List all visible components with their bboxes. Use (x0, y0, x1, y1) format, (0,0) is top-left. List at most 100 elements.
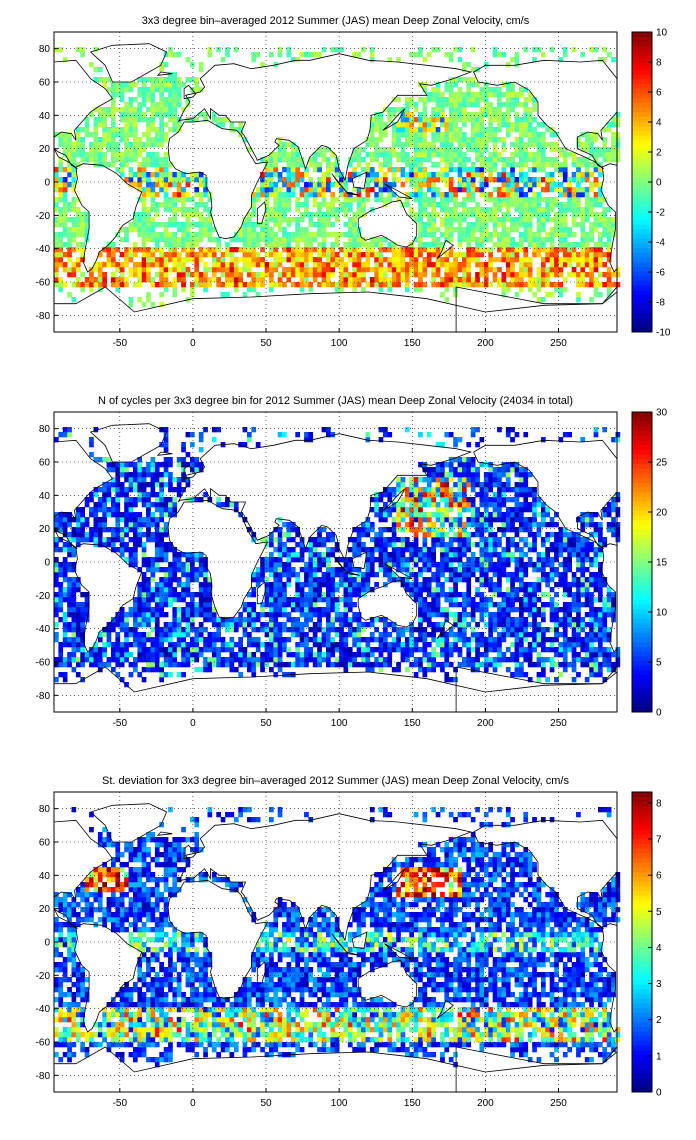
heatmap-cell (163, 232, 169, 238)
heatmap-cell (483, 272, 489, 278)
heatmap-cell (176, 592, 182, 598)
heatmap-cell (317, 642, 322, 648)
heatmap-cell (326, 592, 331, 598)
heatmap-cell (133, 267, 138, 273)
heatmap-cell (422, 637, 428, 643)
heatmap-cell (255, 252, 261, 258)
heatmap-cell (71, 612, 77, 618)
heatmap-cell (282, 247, 287, 253)
heatmap-cell (137, 657, 143, 663)
heatmap-cell (159, 82, 164, 88)
colorbar-swatch (632, 308, 652, 314)
heatmap-cell (505, 62, 511, 68)
heatmap-cell (580, 217, 586, 223)
heatmap-cell (589, 162, 594, 168)
heatmap-cell (400, 657, 406, 663)
heatmap-cell (580, 662, 586, 668)
heatmap-cell (111, 627, 116, 633)
heatmap-cell (137, 172, 143, 178)
heatmap-cell (111, 122, 116, 128)
heatmap-cell (137, 652, 143, 658)
heatmap-cell (334, 217, 340, 223)
heatmap-cell (418, 177, 423, 183)
heatmap-cell (93, 132, 99, 138)
heatmap-cell (352, 272, 357, 278)
heatmap-cell (172, 212, 178, 218)
heatmap-cell (488, 112, 493, 118)
heatmap-cell (317, 612, 322, 618)
heatmap-cell (216, 662, 221, 668)
heatmap-cell (106, 247, 112, 253)
heatmap-cell (58, 652, 64, 658)
heatmap-cell (505, 127, 511, 133)
heatmap-cell (431, 282, 436, 288)
heatmap-cell (326, 207, 331, 213)
heatmap-cell (207, 217, 213, 223)
heatmap-cell (365, 652, 371, 658)
heatmap-cell (356, 617, 362, 623)
heatmap-cell (312, 182, 318, 188)
heatmap-cell (67, 182, 72, 188)
heatmap-cell (519, 202, 524, 208)
heatmap-cell (466, 237, 472, 243)
heatmap-cell (519, 602, 524, 608)
heatmap-cell (154, 587, 160, 593)
heatmap-cell (176, 92, 182, 98)
heatmap-cell (159, 267, 164, 273)
heatmap-cell (93, 282, 99, 288)
heatmap-cell (466, 612, 472, 618)
heatmap-cell (532, 162, 537, 168)
heatmap-cell (347, 607, 353, 613)
heatmap-cell (347, 232, 353, 238)
heatmap-cell (67, 612, 72, 618)
heatmap-cell (277, 607, 283, 613)
heatmap-cell (514, 587, 520, 593)
heatmap-cell (264, 267, 270, 273)
heatmap-cell (584, 237, 590, 243)
heatmap-cell (554, 227, 559, 233)
colorbar-swatch (632, 275, 652, 281)
heatmap-cell (251, 587, 257, 593)
heatmap-cell (67, 257, 72, 263)
heatmap-cell (479, 227, 485, 233)
colorbar-swatch (632, 158, 652, 164)
heatmap-cell (549, 607, 555, 613)
heatmap-cell (440, 142, 445, 148)
heatmap-cell (479, 92, 485, 98)
heatmap-cell (168, 162, 173, 168)
heatmap-cell (290, 262, 296, 268)
heatmap-cell (598, 232, 603, 238)
heatmap-cell (71, 282, 77, 288)
heatmap-cell (536, 202, 542, 208)
heatmap-cell (339, 262, 344, 268)
heatmap-cell (466, 257, 472, 263)
heatmap-cell (146, 657, 151, 663)
heatmap-cell (562, 192, 568, 198)
heatmap-cell (150, 257, 156, 263)
heatmap-cell (519, 287, 524, 293)
heatmap-cell (203, 667, 208, 673)
heatmap-cell (58, 222, 64, 228)
heatmap-cell (317, 167, 322, 173)
heatmap-cell (576, 617, 581, 623)
heatmap-cell (304, 657, 309, 663)
heatmap-cell (505, 132, 511, 138)
heatmap-cell (497, 637, 502, 643)
heatmap-cell (277, 632, 283, 638)
heatmap-cell (405, 652, 410, 658)
heatmap-cell (584, 247, 590, 253)
heatmap-cell (365, 657, 371, 663)
heatmap-cell (580, 617, 586, 623)
heatmap-cell (176, 52, 182, 58)
heatmap-cell (251, 277, 257, 283)
heatmap-cell (194, 602, 200, 608)
heatmap-cell (54, 182, 59, 188)
heatmap-cell (321, 182, 327, 188)
heatmap-cell (207, 667, 213, 673)
heatmap-cell (124, 132, 129, 138)
heatmap-cell (369, 277, 375, 283)
heatmap-cell (558, 607, 564, 613)
heatmap-cell (374, 647, 379, 653)
heatmap-cell (141, 267, 147, 273)
heatmap-cell (606, 247, 612, 253)
